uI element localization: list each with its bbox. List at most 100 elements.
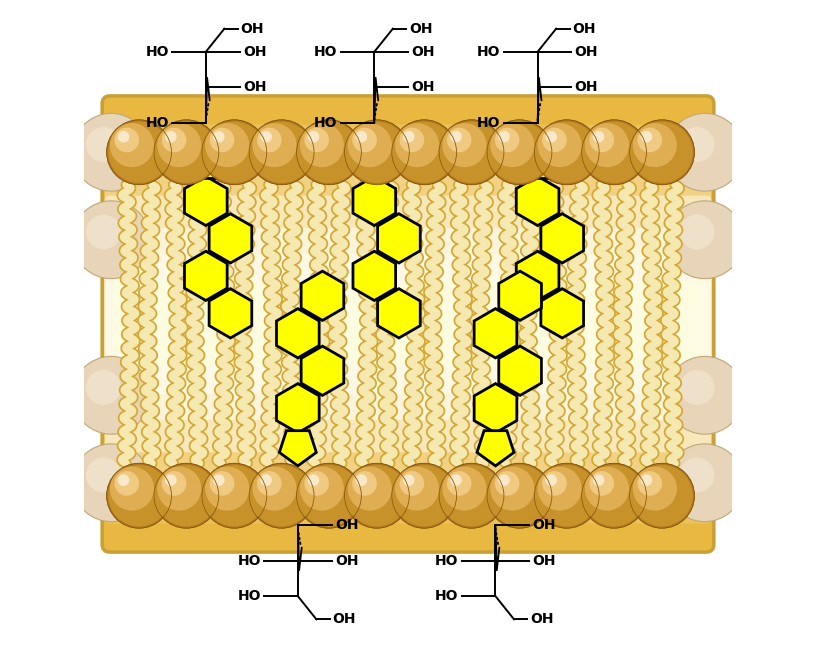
Polygon shape xyxy=(477,431,514,466)
Text: OH: OH xyxy=(335,553,358,568)
Circle shape xyxy=(210,471,234,496)
Circle shape xyxy=(641,131,652,143)
Circle shape xyxy=(348,467,392,511)
Circle shape xyxy=(110,467,154,511)
Circle shape xyxy=(630,463,694,528)
Circle shape xyxy=(257,471,282,496)
Circle shape xyxy=(348,123,392,167)
Circle shape xyxy=(592,474,605,486)
Polygon shape xyxy=(378,289,420,338)
Circle shape xyxy=(498,131,510,143)
Circle shape xyxy=(447,128,472,152)
Circle shape xyxy=(205,467,249,511)
Circle shape xyxy=(450,474,462,486)
Text: OH: OH xyxy=(411,80,435,95)
Circle shape xyxy=(538,467,582,511)
Circle shape xyxy=(353,471,377,496)
Circle shape xyxy=(494,471,520,496)
Circle shape xyxy=(118,131,130,143)
FancyBboxPatch shape xyxy=(104,196,712,452)
Polygon shape xyxy=(301,271,344,320)
Circle shape xyxy=(157,467,202,511)
Circle shape xyxy=(260,474,272,486)
Circle shape xyxy=(400,471,424,496)
Circle shape xyxy=(538,467,582,511)
Circle shape xyxy=(114,471,139,496)
Polygon shape xyxy=(188,143,224,178)
Circle shape xyxy=(487,463,552,528)
Circle shape xyxy=(110,467,154,511)
Circle shape xyxy=(666,201,743,279)
Polygon shape xyxy=(353,176,396,226)
Circle shape xyxy=(299,467,344,511)
Circle shape xyxy=(592,131,605,143)
Circle shape xyxy=(114,471,139,496)
Text: HO: HO xyxy=(237,553,261,568)
FancyBboxPatch shape xyxy=(102,96,714,552)
Circle shape xyxy=(489,465,550,526)
Circle shape xyxy=(346,465,408,526)
Text: OH: OH xyxy=(335,518,358,532)
Polygon shape xyxy=(209,214,252,263)
Circle shape xyxy=(251,465,313,526)
Circle shape xyxy=(637,471,662,496)
Circle shape xyxy=(542,128,567,152)
Text: OH: OH xyxy=(332,612,356,627)
Circle shape xyxy=(252,123,296,167)
Circle shape xyxy=(392,463,457,528)
Circle shape xyxy=(589,471,614,496)
Circle shape xyxy=(356,474,367,486)
Circle shape xyxy=(203,465,265,526)
Circle shape xyxy=(298,122,360,183)
Circle shape xyxy=(110,123,154,167)
Circle shape xyxy=(202,463,267,528)
Circle shape xyxy=(86,457,121,492)
Circle shape xyxy=(487,120,552,185)
Circle shape xyxy=(114,128,139,152)
Circle shape xyxy=(582,463,646,528)
Circle shape xyxy=(632,122,693,183)
Circle shape xyxy=(489,465,550,526)
Circle shape xyxy=(299,123,344,167)
Circle shape xyxy=(118,474,130,486)
Text: OH: OH xyxy=(409,21,432,36)
Polygon shape xyxy=(279,431,317,466)
Circle shape xyxy=(162,128,186,152)
Circle shape xyxy=(157,123,202,167)
Polygon shape xyxy=(277,308,319,358)
Circle shape xyxy=(109,465,170,526)
Circle shape xyxy=(73,113,150,191)
Text: OH: OH xyxy=(411,45,435,59)
Circle shape xyxy=(489,122,550,183)
Polygon shape xyxy=(499,271,542,320)
Circle shape xyxy=(107,463,171,528)
Circle shape xyxy=(348,467,392,511)
Circle shape xyxy=(439,120,504,185)
Circle shape xyxy=(392,120,457,185)
Text: HO: HO xyxy=(314,116,337,130)
Circle shape xyxy=(441,122,503,183)
Text: OH: OH xyxy=(574,80,598,95)
Circle shape xyxy=(542,471,567,496)
Circle shape xyxy=(346,122,408,183)
Circle shape xyxy=(252,467,296,511)
Circle shape xyxy=(632,465,693,526)
Circle shape xyxy=(296,463,361,528)
Circle shape xyxy=(249,463,314,528)
Circle shape xyxy=(249,463,314,528)
Circle shape xyxy=(344,120,410,185)
Circle shape xyxy=(641,131,652,143)
Circle shape xyxy=(308,474,319,486)
Circle shape xyxy=(299,123,344,167)
Circle shape xyxy=(203,122,265,183)
Circle shape xyxy=(400,128,424,152)
Circle shape xyxy=(450,474,462,486)
Circle shape xyxy=(536,465,597,526)
Circle shape xyxy=(447,471,472,496)
Circle shape xyxy=(202,120,267,185)
Circle shape xyxy=(107,120,171,185)
Circle shape xyxy=(156,465,217,526)
Circle shape xyxy=(260,131,272,143)
Circle shape xyxy=(494,128,520,152)
Circle shape xyxy=(395,123,439,167)
